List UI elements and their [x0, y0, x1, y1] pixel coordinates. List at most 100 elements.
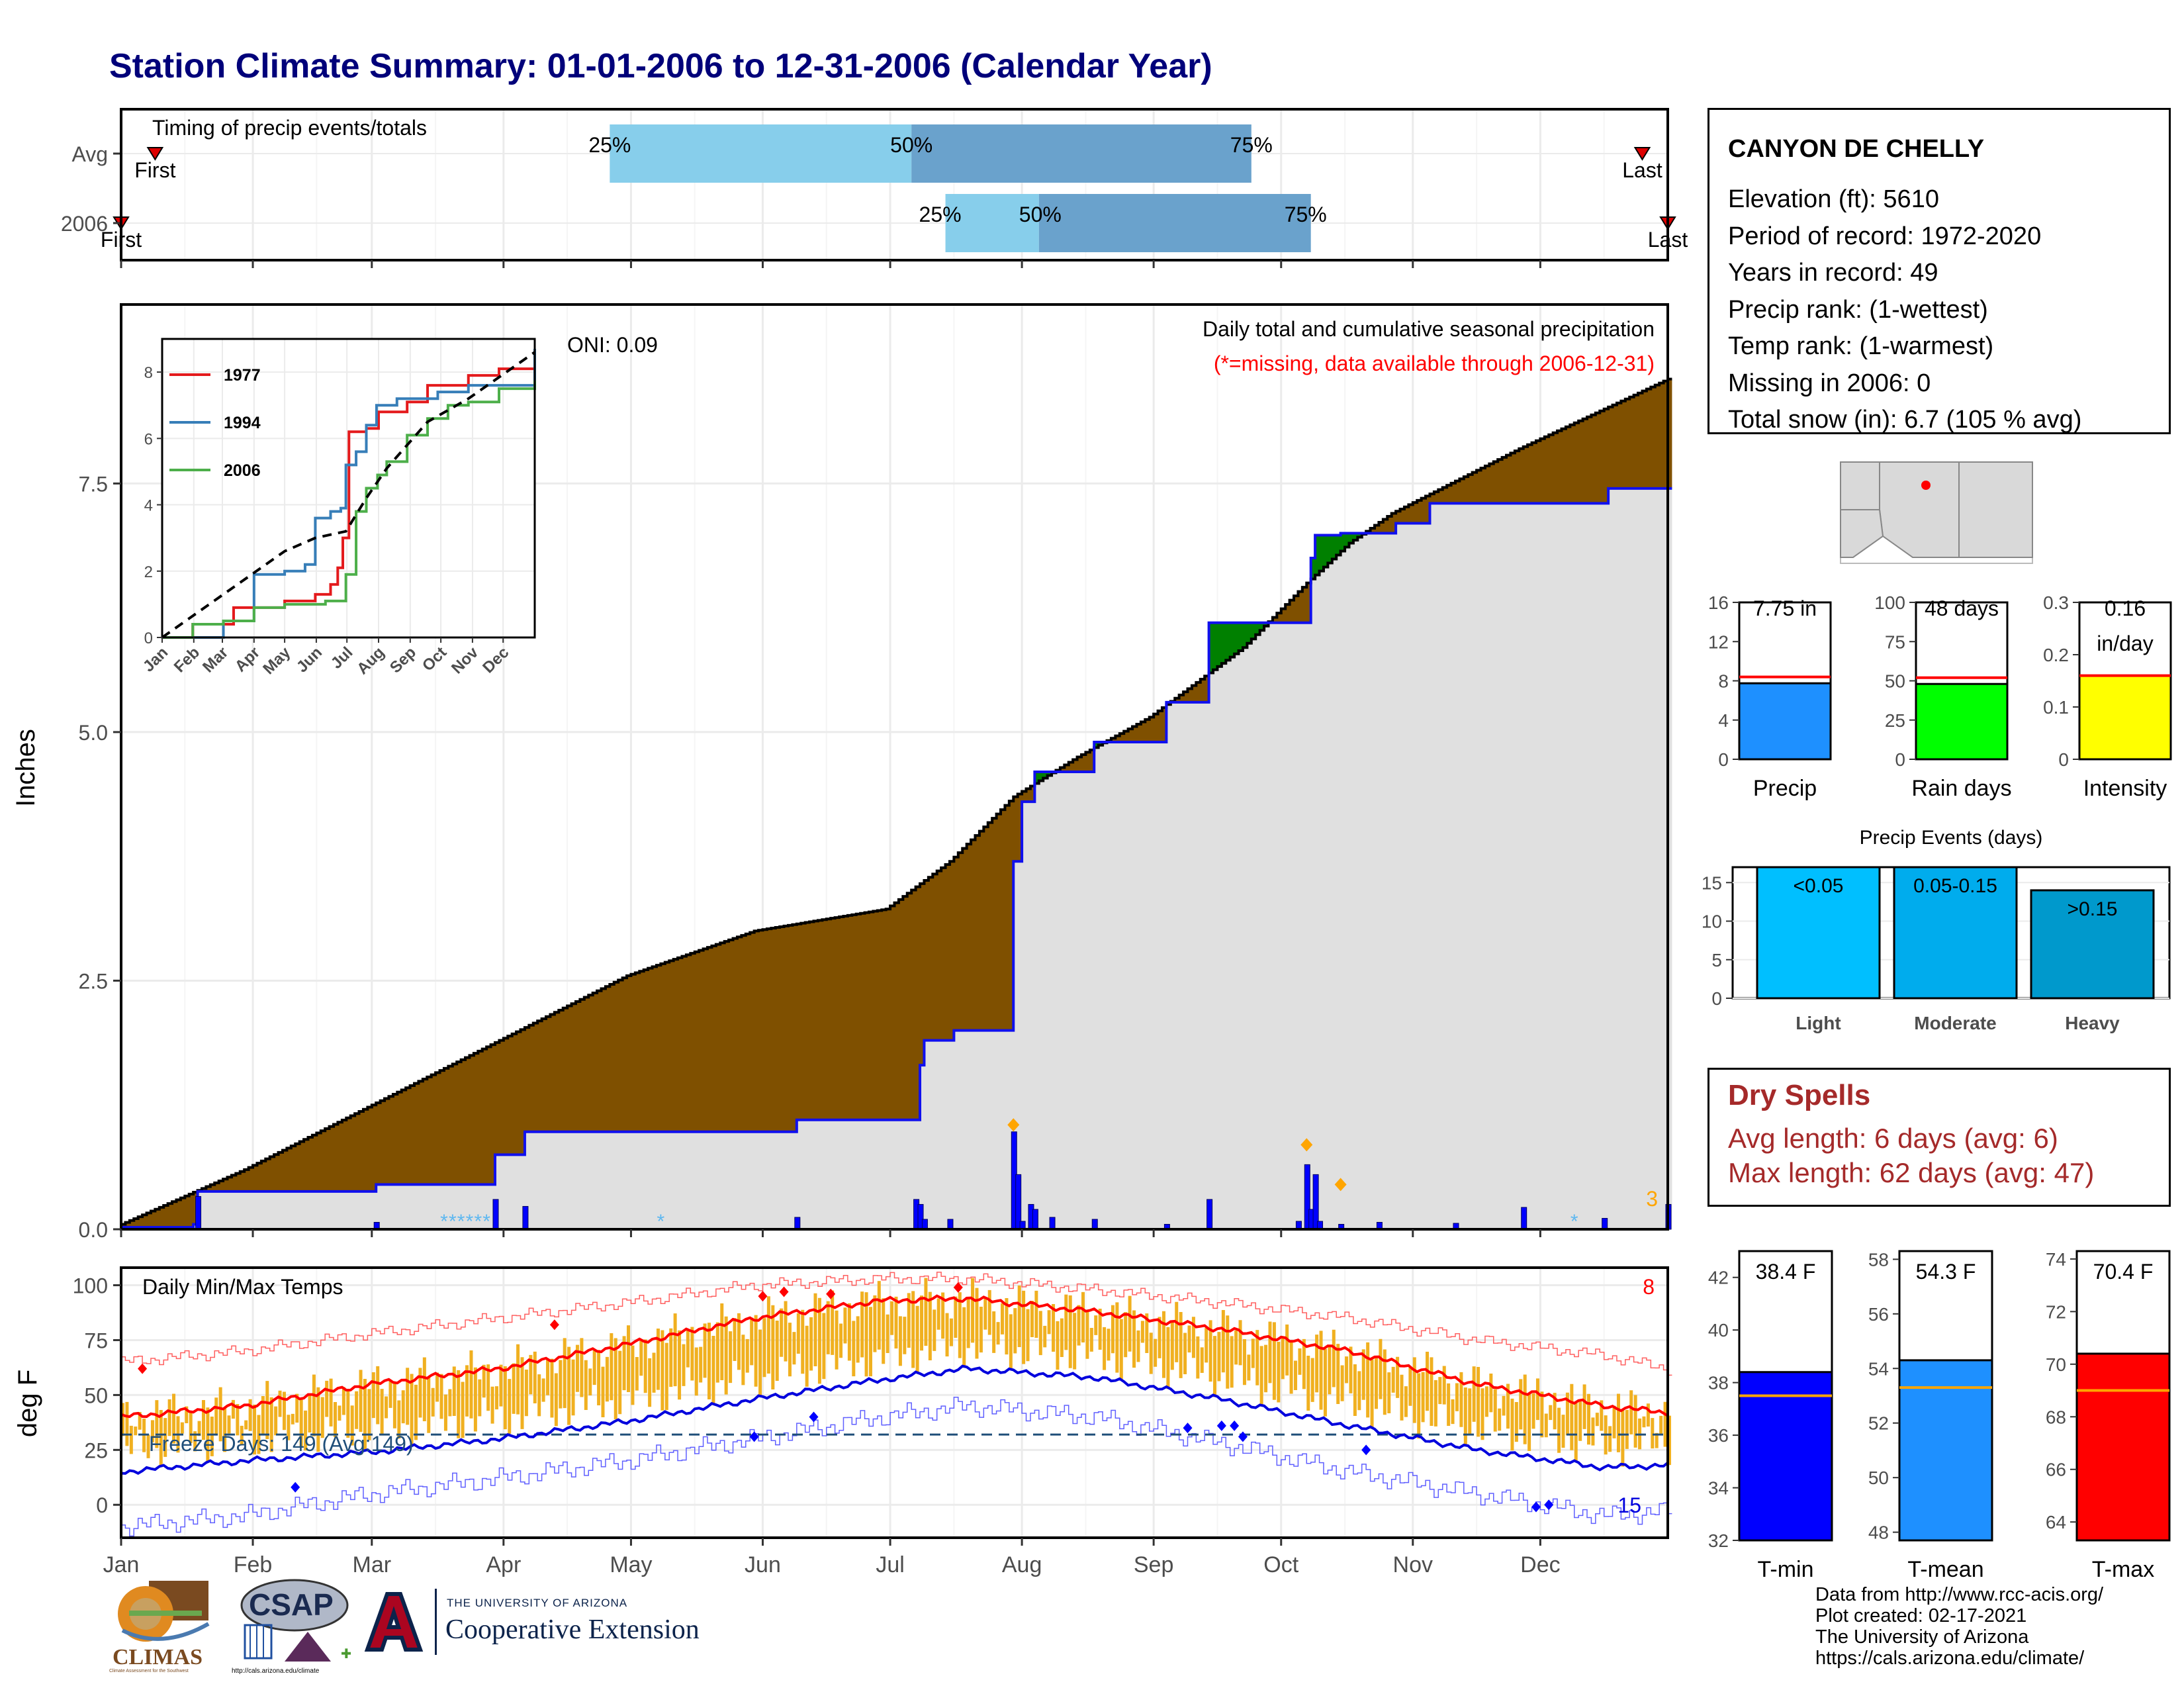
inset-y-tick-label: 0 [144, 630, 153, 647]
gauge-value-label: 38.4 F [1756, 1260, 1816, 1284]
station-precip-rank: Precip rank: (1-wettest) [1728, 296, 1988, 324]
gauge-value-label: 54.3 F [1916, 1260, 1976, 1284]
temp-record-high-marker [779, 1286, 789, 1297]
gauge-value-bar [2075, 1352, 2171, 1542]
dry-spells-box: Dry Spells Avg length: 6 days (avg: 6) M… [1707, 1068, 2171, 1207]
precip-daily-bar [1602, 1217, 1608, 1230]
dry-spells-max: Max length: 62 days (avg: 47) [1728, 1157, 2095, 1188]
csap-logo-text: CSAP [249, 1587, 334, 1622]
precip-daily-bar [1032, 1209, 1038, 1230]
gauge-x-label: T-mean [1907, 1557, 1983, 1582]
inset-border [161, 338, 536, 639]
precip-average-line [121, 377, 1672, 1226]
gauge-y-tick-label: 12 [1708, 632, 1729, 652]
dry-spells-title: Dry Spells [1728, 1079, 1871, 1111]
temp-y-tick-label: 25 [84, 1438, 108, 1462]
timing-last-label: Last [1622, 158, 1662, 182]
gauge-y-tick-label: 50 [1868, 1468, 1889, 1488]
temp-record-low-marker [291, 1481, 300, 1493]
temp-record-low-marker [1183, 1423, 1193, 1434]
timing-row-label: 2006 [61, 212, 108, 236]
gauge-value-bar [2078, 675, 2172, 761]
events-y-tick-label: 10 [1702, 912, 1722, 932]
precip-daily-bar [1049, 1217, 1056, 1230]
temp-month-label: May [610, 1552, 652, 1577]
temp-month-label: Oct [1263, 1552, 1298, 1577]
precip-daily-bar [492, 1199, 499, 1230]
inset-series-2006 [162, 380, 536, 639]
gauge-y-tick-label: 70 [2046, 1354, 2066, 1375]
temp-record-low-marker [809, 1411, 819, 1423]
precip-record-marker [1300, 1138, 1313, 1152]
credits-line-4: https://cals.arizona.edu/climate/ [1815, 1648, 2085, 1669]
precip-record-count: 3 [1646, 1187, 1658, 1211]
events-bar [1756, 866, 1881, 1000]
gauge-y-tick-label: 74 [2046, 1249, 2066, 1270]
events-category-label: Heavy [2065, 1013, 2120, 1033]
precip-y-tick-label: 5.0 [79, 721, 108, 745]
timing-label-75: 75% [1230, 133, 1273, 157]
timing-row-label: Avg [71, 142, 108, 166]
temp-panel-border [120, 1266, 1669, 1539]
timing-label-75: 75% [1285, 203, 1327, 226]
precip-y-tick-label: 2.5 [79, 969, 108, 993]
precip-deficit-area [121, 379, 1672, 1227]
gauge-y-tick-label: 48 [1868, 1523, 1889, 1543]
precip-snow-marker: * [466, 1211, 474, 1233]
temp-month-label: Apr [486, 1552, 521, 1577]
timing-bar-q50-q75 [1038, 194, 1311, 252]
precip-snow-marker: * [482, 1211, 490, 1233]
gauge-y-tick-label: 58 [1868, 1249, 1889, 1270]
gauge-y-tick-label: 0.2 [2043, 645, 2069, 665]
gauge-y-tick-label: 52 [1868, 1413, 1889, 1434]
temp-record-low-marker [749, 1431, 759, 1442]
gauge-value-label: 70.4 F [2093, 1260, 2154, 1284]
climas-logo: CLIMAS Climate Assessment for the Southw… [109, 1577, 215, 1677]
csap-logo-url: http://cals.arizona.edu/climate [232, 1667, 320, 1675]
precip-snow-marker: * [440, 1211, 448, 1233]
precip-y-tick-label: 7.5 [79, 472, 108, 496]
gauge-y-tick-label: 0 [2058, 749, 2069, 770]
events-category-label: Light [1796, 1013, 1841, 1033]
csap-logo-mark: ✚ [240, 1579, 352, 1662]
events-title: Precip Events (days) [1860, 827, 2043, 849]
climas-logo-text: CLIMAS [113, 1645, 203, 1669]
events-category-label: Moderate [1914, 1013, 1996, 1033]
temp-average-max-line [120, 1294, 1669, 1419]
precip-daily-bar [921, 1219, 928, 1230]
timing-bar-q25-q50 [610, 124, 912, 183]
precip-daily-bar [195, 1196, 202, 1230]
station-missing: Missing in 2006: 0 [1728, 369, 1931, 397]
temp-month-label: Feb [234, 1552, 273, 1577]
temp-y-tick-label: 0 [96, 1493, 108, 1517]
precip-record-marker [1334, 1178, 1347, 1192]
credits: Data from http://www.rcc-acis.org/ Plot … [1815, 1584, 2103, 1669]
precip-observed-line [121, 487, 1672, 1229]
inset-legend-label: 1977 [224, 366, 261, 385]
gauge-x-label: Rain days [1911, 776, 2011, 801]
temp-month-label: Aug [1002, 1552, 1042, 1577]
precip-oni-label: ONI: 0.09 [567, 333, 658, 357]
timing-bar-q25-q50 [945, 194, 1039, 252]
gauge-x-label: Intensity [2083, 776, 2167, 801]
inset-y-tick-label: 6 [144, 430, 153, 448]
gauge-value-label: 48 days [1925, 596, 1999, 620]
gauge-y-tick-label: 75 [1885, 632, 1905, 652]
temp-y-axis-label: deg F [13, 1370, 42, 1437]
temp-month-label: Jan [103, 1552, 140, 1577]
timing-label-50: 50% [1019, 203, 1062, 226]
gauge-y-tick-label: 8 [1718, 671, 1729, 692]
gauge-y-tick-label: 38 [1708, 1373, 1729, 1393]
ua-a-icon [364, 1592, 424, 1652]
gauge-y-tick-label: 16 [1708, 592, 1729, 613]
temp-y-tick-label: 75 [84, 1329, 108, 1352]
inset-legend-label: 1994 [224, 414, 261, 432]
inset-y-tick-label: 2 [144, 563, 153, 581]
inset-y-tick-label: 4 [144, 497, 153, 515]
temp-record-low-count: 15 [1617, 1493, 1641, 1517]
precip-observed-area [121, 488, 1672, 1229]
precip-y-axis-label: Inches [11, 729, 40, 807]
gauge-y-tick-label: 0.1 [2043, 697, 2069, 718]
precip-snow-marker: * [449, 1211, 457, 1233]
